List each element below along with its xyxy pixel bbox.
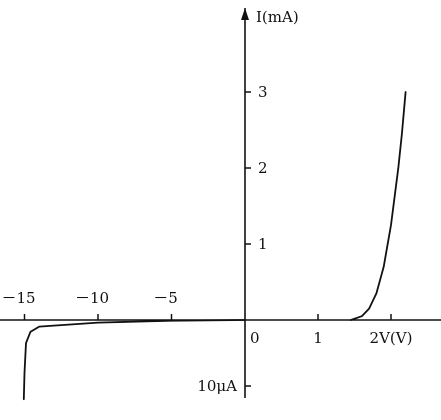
reverse-curve: [22, 319, 246, 401]
y-axis-label: I(mA): [256, 8, 299, 26]
x-tick-label: 0: [250, 329, 260, 347]
x-tick-label: 2V(V): [370, 329, 413, 347]
x-tick-label: －10: [75, 289, 109, 307]
y-axis-arrow: [241, 8, 249, 20]
ticks: [23, 91, 392, 387]
x-tick-label: 1: [313, 329, 323, 347]
y-tick-label: 2: [258, 159, 268, 177]
labels: I(mA) 0 1 2V(V) －5 －10 －15 1 2 3 10μA: [1, 8, 412, 395]
x-tick-label: －5: [153, 289, 178, 307]
x-tick-label: －15: [1, 289, 35, 307]
y-tick-label: 1: [258, 235, 268, 253]
curves: [22, 91, 407, 401]
forward-curve: [350, 91, 407, 321]
y-tick-label: 3: [258, 83, 268, 101]
y-tick-label: 10μA: [197, 377, 237, 395]
